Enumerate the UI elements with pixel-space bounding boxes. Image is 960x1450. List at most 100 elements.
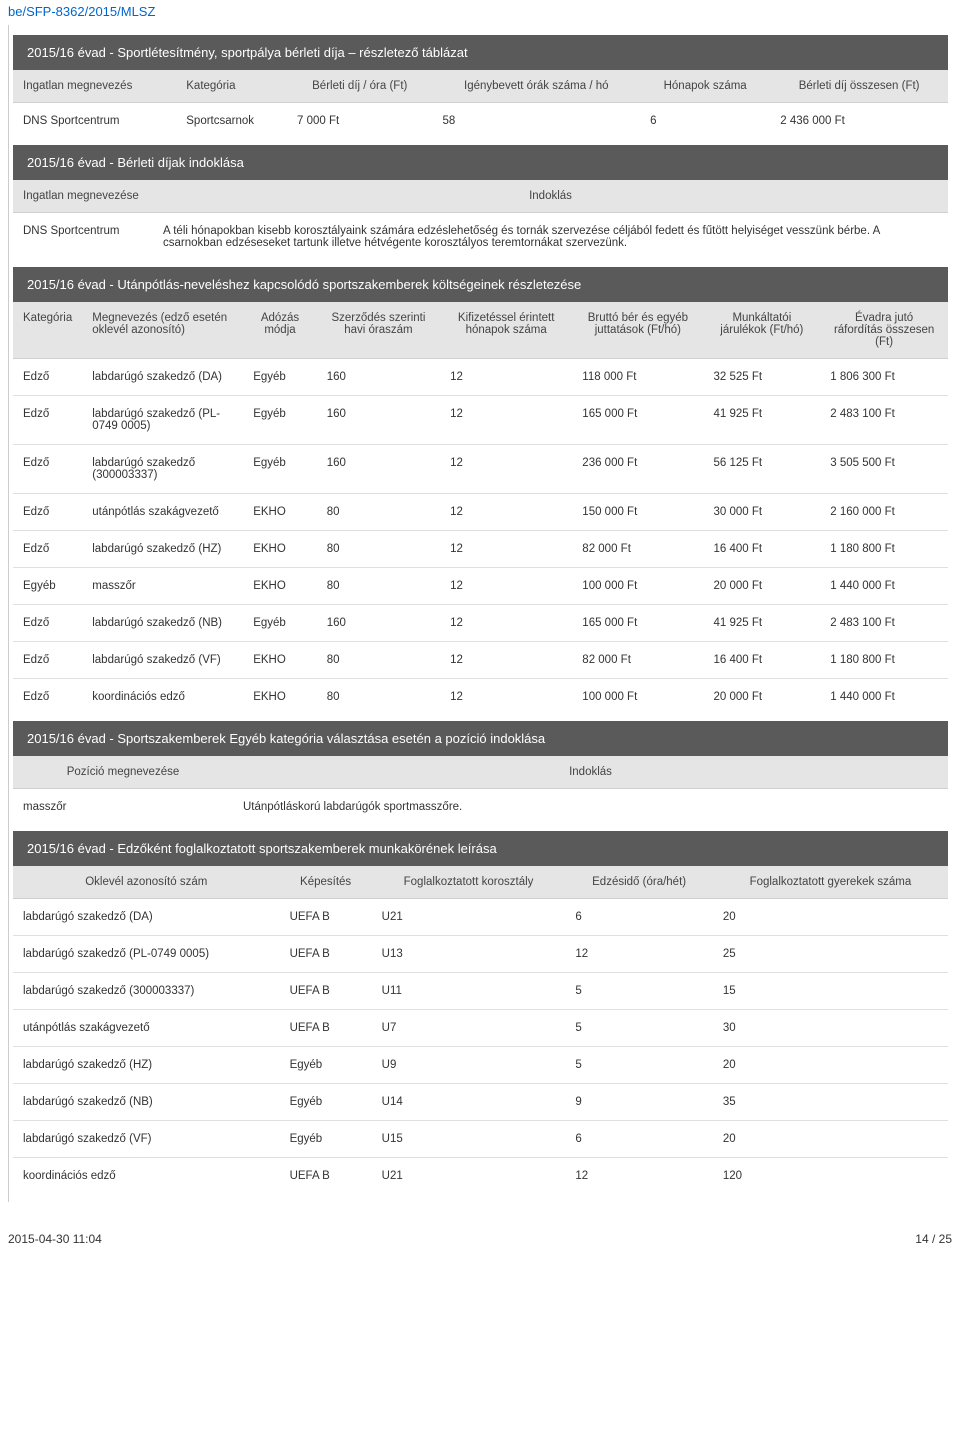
- cell: 12: [440, 359, 572, 396]
- cell: EKHO: [243, 642, 317, 679]
- cell: 41 925 Ft: [703, 605, 820, 642]
- s3-h2: Adózás módja: [243, 302, 317, 359]
- cell: Egyéb: [280, 1084, 372, 1121]
- cell: labdarúgó szakedző (DA): [13, 899, 280, 936]
- cell: 80: [317, 568, 440, 605]
- s3-h6: Munkáltatói járulékok (Ft/hó): [703, 302, 820, 359]
- table-row: Edzőlabdarúgó szakedző (NB)Egyéb16012165…: [13, 605, 948, 642]
- cell: U11: [372, 973, 566, 1010]
- s1-h0: Ingatlan megnevezés: [13, 70, 176, 103]
- cell: 9: [565, 1084, 712, 1121]
- cell: U13: [372, 936, 566, 973]
- cell: 5: [565, 1010, 712, 1047]
- table-row: Edzőlabdarúgó szakedző (PL-0749 0005)Egy…: [13, 396, 948, 445]
- cell: 100 000 Ft: [572, 568, 703, 605]
- cell: 80: [317, 679, 440, 716]
- cell: 1 180 800 Ft: [820, 531, 948, 568]
- cell: Edző: [13, 605, 82, 642]
- cell: labdarúgó szakedző (300003337): [13, 973, 280, 1010]
- cell: 16 400 Ft: [703, 642, 820, 679]
- cell: UEFA B: [280, 899, 372, 936]
- cell: Edző: [13, 531, 82, 568]
- cell: EKHO: [243, 568, 317, 605]
- section1-table: Ingatlan megnevezés Kategória Bérleti dí…: [13, 70, 948, 139]
- s1-h2: Bérleti díj / óra (Ft): [287, 70, 432, 103]
- cell: 1 440 000 Ft: [820, 679, 948, 716]
- section3-title: 2015/16 évad - Utánpótlás-neveléshez kap…: [13, 267, 948, 302]
- cell: labdarúgó szakedző (300003337): [82, 445, 243, 494]
- cell: koordinációs edző: [82, 679, 243, 716]
- cell: labdarúgó szakedző (VF): [13, 1121, 280, 1158]
- document-reference: be/SFP-8362/2015/MLSZ: [8, 0, 952, 25]
- cell: U9: [372, 1047, 566, 1084]
- cell: U15: [372, 1121, 566, 1158]
- cell: 5: [565, 1047, 712, 1084]
- table-row: EgyébmasszőrEKHO8012100 000 Ft20 000 Ft1…: [13, 568, 948, 605]
- s3-h3: Szerződés szerinti havi óraszám: [317, 302, 440, 359]
- cell: labdarúgó szakedző (PL-0749 0005): [13, 936, 280, 973]
- cell: 20 000 Ft: [703, 568, 820, 605]
- cell: 58: [432, 103, 640, 140]
- table-row: Edzőkoordinációs edzőEKHO8012100 000 Ft2…: [13, 679, 948, 716]
- cell: 160: [317, 359, 440, 396]
- s5-h1: Képesítés: [280, 866, 372, 899]
- cell: 165 000 Ft: [572, 396, 703, 445]
- cell: 35: [713, 1084, 948, 1121]
- cell: 82 000 Ft: [572, 531, 703, 568]
- cell: 5: [565, 973, 712, 1010]
- cell: 82 000 Ft: [572, 642, 703, 679]
- s3-h5: Bruttó bér és egyéb juttatások (Ft/hó): [572, 302, 703, 359]
- section4-title: 2015/16 évad - Sportszakemberek Egyéb ka…: [13, 721, 948, 756]
- cell: 1 440 000 Ft: [820, 568, 948, 605]
- cell: 12: [440, 679, 572, 716]
- cell: Egyéb: [13, 568, 82, 605]
- cell: 2 483 100 Ft: [820, 605, 948, 642]
- section2-title: 2015/16 évad - Bérleti díjak indoklása: [13, 145, 948, 180]
- page-footer: 2015-04-30 11:04 14 / 25: [8, 1202, 952, 1246]
- cell: A téli hónapokban kisebb korosztályaink …: [153, 213, 948, 262]
- cell: 12: [440, 396, 572, 445]
- cell: 12: [440, 642, 572, 679]
- table-row: DNS Sportcentrum A téli hónapokban kiseb…: [13, 213, 948, 262]
- s3-h4: Kifizetéssel érintett hónapok száma: [440, 302, 572, 359]
- cell: Sportcsarnok: [176, 103, 287, 140]
- cell: 1 806 300 Ft: [820, 359, 948, 396]
- cell: Edző: [13, 359, 82, 396]
- table-row: labdarúgó szakedző (PL-0749 0005)UEFA BU…: [13, 936, 948, 973]
- cell: 30 000 Ft: [703, 494, 820, 531]
- s4-h0: Pozíció megnevezése: [13, 756, 233, 789]
- cell: 236 000 Ft: [572, 445, 703, 494]
- cell: Edző: [13, 445, 82, 494]
- cell: utánpótlás szakágvezető: [82, 494, 243, 531]
- table-row: koordinációs edzőUEFA BU2112120: [13, 1158, 948, 1195]
- cell: 100 000 Ft: [572, 679, 703, 716]
- cell: U21: [372, 899, 566, 936]
- cell: labdarúgó szakedző (HZ): [82, 531, 243, 568]
- cell: 12: [565, 936, 712, 973]
- section5-table: Oklevél azonosító szám Képesítés Foglalk…: [13, 866, 948, 1194]
- table-row: DNS Sportcentrum Sportcsarnok 7 000 Ft 5…: [13, 103, 948, 140]
- cell: 80: [317, 531, 440, 568]
- cell: 41 925 Ft: [703, 396, 820, 445]
- s5-h2: Foglalkoztatott korosztály: [372, 866, 566, 899]
- cell: 30: [713, 1010, 948, 1047]
- cell: EKHO: [243, 679, 317, 716]
- cell: 56 125 Ft: [703, 445, 820, 494]
- cell: labdarúgó szakedző (DA): [82, 359, 243, 396]
- table-row: utánpótlás szakágvezetőUEFA BU7530: [13, 1010, 948, 1047]
- cell: 20: [713, 1047, 948, 1084]
- cell: UEFA B: [280, 973, 372, 1010]
- table-row: labdarúgó szakedző (NB)EgyébU14935: [13, 1084, 948, 1121]
- table-row: Edzőutánpótlás szakágvezetőEKHO8012150 0…: [13, 494, 948, 531]
- cell: 1 180 800 Ft: [820, 642, 948, 679]
- cell: Egyéb: [280, 1121, 372, 1158]
- cell: Egyéb: [280, 1047, 372, 1084]
- cell: 12: [440, 494, 572, 531]
- cell: UEFA B: [280, 936, 372, 973]
- section5-title: 2015/16 évad - Edzőként foglalkoztatott …: [13, 831, 948, 866]
- section1-title: 2015/16 évad - Sportlétesítmény, sportpá…: [13, 35, 948, 70]
- cell: 15: [713, 973, 948, 1010]
- cell: 150 000 Ft: [572, 494, 703, 531]
- s5-h4: Foglalkoztatott gyerekek száma: [713, 866, 948, 899]
- cell: Egyéb: [243, 396, 317, 445]
